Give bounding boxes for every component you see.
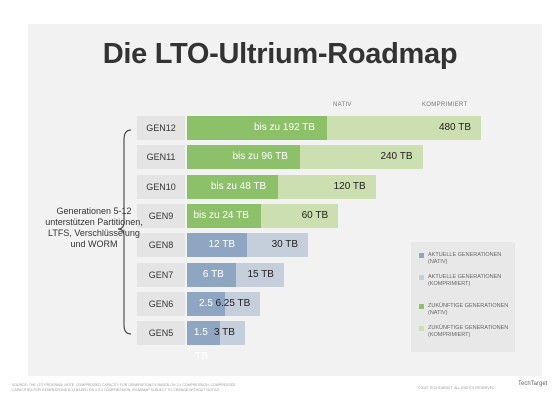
bar-native-gen11 <box>187 145 300 169</box>
generation-label-gen7: GEN7 <box>137 263 185 287</box>
generation-label-gen12: GEN12 <box>137 116 185 140</box>
bar-native-gen5 <box>187 321 220 345</box>
footer-copyright: ©2022 TechTarget. All rights reserved. <box>418 386 496 390</box>
label-compressed-gen7: 15 TB <box>247 269 274 280</box>
legend-swatch <box>419 326 424 331</box>
footer-source-2: capacities for generations 6-12 based on… <box>12 388 220 392</box>
legend-swatch <box>419 275 424 280</box>
label-native-gen5: 1.5 TB <box>193 327 208 362</box>
brace-bracket <box>117 129 132 335</box>
label-compressed-gen9: 60 TB <box>301 210 329 221</box>
legend-label: Zukünftige Generationen (Komprimiert) <box>428 325 509 338</box>
label-native-gen8: 12 TB <box>208 239 235 250</box>
generation-label-gen9: GEN9 <box>137 204 185 228</box>
label-compressed-gen10: 120 TB <box>333 181 366 192</box>
label-compressed-gen12: 480 TB <box>438 122 471 133</box>
legend-label: Aktuelle Generationen (Komprimiert) <box>428 274 502 287</box>
bar-native-gen6 <box>187 292 225 316</box>
bar-native-gen9 <box>187 204 261 228</box>
brace-annotation: Generationen 5-12 unterstützen Partition… <box>45 206 143 249</box>
header-native: NATIV <box>333 102 352 108</box>
generation-label-gen8: GEN8 <box>137 233 185 257</box>
bar-native-gen8 <box>187 233 247 257</box>
label-native-gen7: 6 TB <box>202 269 224 280</box>
label-native-gen11: bis zu 96 TB <box>232 151 288 162</box>
techtarget-logo: TechTarget <box>518 381 548 387</box>
chart-title: Die LTO-Ultrium-Roadmap <box>102 38 458 70</box>
legend-swatch <box>419 304 424 309</box>
generation-label-gen6: GEN6 <box>137 292 185 316</box>
label-compressed-gen6: 6.25 TB <box>215 298 251 309</box>
label-compressed-gen8: 30 TB <box>271 239 299 250</box>
label-native-gen9: bis zu 24 TB <box>193 210 249 221</box>
generation-label-gen5: GEN5 <box>137 321 185 345</box>
label-compressed-gen11: 240 TB <box>380 151 413 162</box>
bar-native-gen12 <box>187 116 327 140</box>
label-native-gen10: bis zu 48 TB <box>210 181 267 192</box>
bar-native-gen7 <box>187 263 236 287</box>
legend-label: Zukünftige Generationen (Nativ) <box>428 303 509 316</box>
legend: Aktuelle Generationen (Nativ) Aktuelle Ge… <box>411 242 515 352</box>
header-compressed: KOMPRIMIERT <box>422 102 468 108</box>
label-compressed-gen5: 3 TB <box>214 327 235 338</box>
footer-source-1: Source: the LTO Program; note: compresse… <box>12 383 236 387</box>
generation-label-gen10: GEN10 <box>137 175 185 199</box>
legend-label: Aktuelle Generationen (Nativ) <box>428 252 502 265</box>
label-native-gen12: bis zu 192 TB <box>253 122 315 133</box>
legend-swatch <box>419 253 424 258</box>
generation-label-gen11: GEN11 <box>137 145 185 169</box>
bar-native-gen10 <box>187 175 279 199</box>
